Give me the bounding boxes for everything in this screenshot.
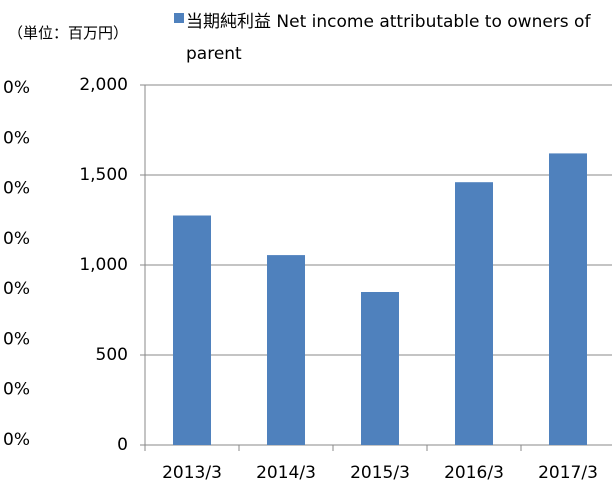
cropped-axis-label: 0% <box>3 179 30 199</box>
y-tick-label: 500 <box>96 345 128 365</box>
cropped-axis-label: 0% <box>3 78 30 98</box>
x-tick-label: 2015/3 <box>350 463 410 483</box>
y-tick-label: 2,000 <box>79 75 128 95</box>
y-tick-label: 1,500 <box>79 165 128 185</box>
cropped-axis-label: 0% <box>3 380 30 400</box>
cropped-axis-label: 0% <box>3 329 30 349</box>
cropped-axis-label: 0% <box>3 430 30 450</box>
x-tick-label: 2016/3 <box>444 463 504 483</box>
x-tick-label: 2014/3 <box>256 463 316 483</box>
legend-swatch <box>174 13 184 23</box>
bar <box>455 182 493 445</box>
bar <box>361 292 399 445</box>
x-tick-label: 2013/3 <box>162 463 222 483</box>
cropped-axis-label: 0% <box>3 279 30 299</box>
cropped-axis-label: 0% <box>3 229 30 249</box>
legend-text: 当期純利益 Net income attributable to owners … <box>186 12 591 64</box>
bar <box>173 215 211 445</box>
unit-label: （単位：百万円） <box>8 24 129 42</box>
bar <box>549 153 587 445</box>
y-tick-label: 0 <box>117 435 128 455</box>
cropped-axis-label: 0% <box>3 128 30 148</box>
bar <box>267 255 305 445</box>
y-tick-label: 1,000 <box>79 255 128 275</box>
x-tick-label: 2017/3 <box>538 463 598 483</box>
